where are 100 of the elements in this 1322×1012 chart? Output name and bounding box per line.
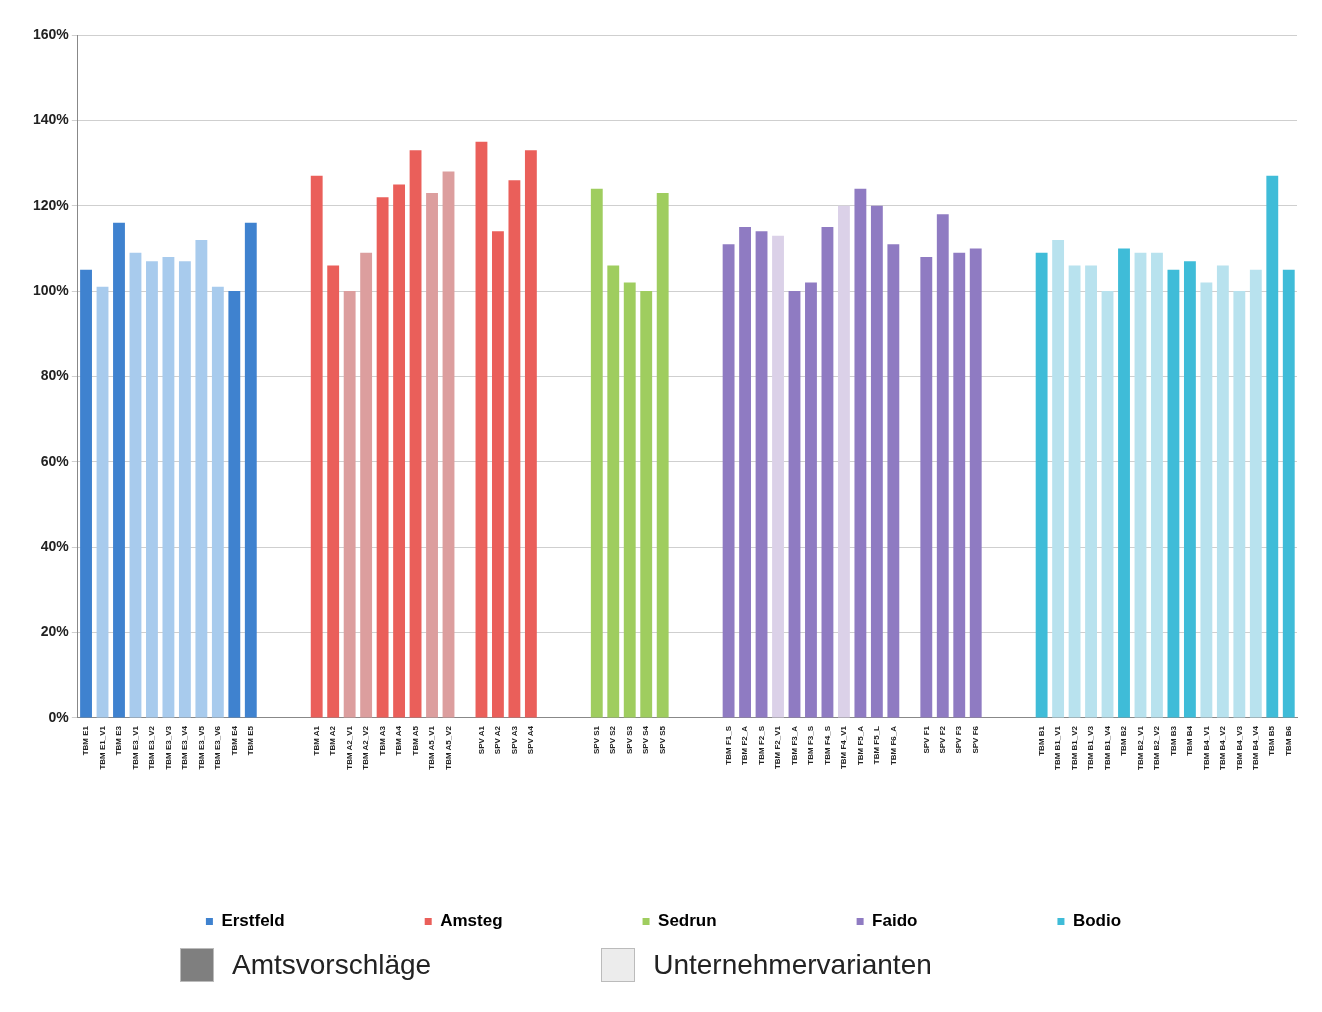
x-tick-label: TBM F2_V1 (773, 725, 783, 770)
x-tick-label: TBM A5_V1 (427, 725, 437, 770)
x-tick-label: TBM E1 (81, 725, 91, 756)
bar (113, 222, 125, 718)
x-tick-label: TBM A3 (377, 725, 387, 756)
x-tick-label: TBM F3_S (806, 725, 816, 765)
bar (821, 227, 834, 718)
x-tick-label: SPV S3 (624, 725, 634, 754)
bar (409, 150, 422, 718)
bar (129, 252, 142, 718)
x-tick-label: TBM E4 (229, 725, 239, 756)
bar (360, 252, 373, 718)
bar (1216, 265, 1229, 718)
x-tick-label: TBM F5_L (872, 725, 882, 765)
bar (426, 192, 438, 718)
bar (755, 231, 768, 718)
bar (228, 291, 241, 718)
bar (1249, 269, 1262, 718)
bar (96, 286, 109, 718)
legend-label: Bodio (1072, 911, 1122, 931)
x-tick-label: SPV S5 (657, 725, 667, 754)
bar (1134, 252, 1147, 718)
y-tick-label: 0% (48, 708, 70, 725)
x-tick-label: TBM A1 (311, 725, 321, 756)
x-tick-label: SPV S4 (641, 725, 651, 754)
x-tick-label: TBM B1 (1036, 725, 1046, 756)
x-tick-label: TBM E3_V3 (163, 725, 173, 770)
x-tick-label: TBM F2_S (756, 725, 766, 765)
y-tick-label: 60% (40, 452, 70, 469)
bar (492, 231, 504, 718)
bar (1183, 261, 1196, 718)
bar (1167, 269, 1180, 718)
bar (211, 286, 224, 718)
x-tick-label: TBM A5_V2 (443, 725, 453, 770)
legend-label: Erstfeld (221, 911, 285, 931)
x-tick-label: TBM B4_V4 (1251, 725, 1261, 770)
x-tick-label: TBM A2_V2 (361, 725, 371, 770)
x-tick-label: SPV A4 (526, 725, 536, 755)
x-tick-label: TBM B1_V2 (1069, 725, 1079, 770)
x-tick-label: SPV F3 (954, 725, 964, 754)
x-tick-label: SPV S1 (591, 725, 601, 754)
bar (162, 256, 175, 718)
x-tick-label: TBM A2 (328, 725, 338, 756)
x-tick-label: TBM E3_V2 (147, 725, 157, 770)
x-tick-label: TBM F5_A (855, 725, 865, 766)
x-tick-label: SPV A2 (493, 725, 503, 755)
bar (739, 227, 751, 718)
x-tick-label: TBM F2_A (740, 725, 750, 766)
x-tick-label: TBM B4 (1185, 725, 1195, 756)
y-tick-label: 160% (32, 25, 70, 42)
bar (936, 214, 949, 718)
legend-label: Sedrun (658, 911, 717, 931)
bar (1052, 239, 1065, 718)
bar (805, 282, 817, 718)
bar (590, 188, 603, 718)
bar (244, 222, 257, 718)
bar (607, 265, 620, 718)
x-tick-label: TBM B3 (1168, 725, 1178, 756)
bar (953, 252, 966, 718)
bar (524, 150, 537, 718)
bar (1282, 269, 1295, 718)
x-tick-label: TBM B5 (1267, 725, 1277, 756)
x-tick-label: TBM B1_V3 (1086, 725, 1096, 770)
x-tick-label: TBM B1_V4 (1102, 725, 1112, 770)
legend-label: Faido (872, 911, 918, 931)
bar (442, 171, 455, 718)
bar (788, 291, 801, 718)
x-tick-label: SPV S2 (608, 725, 618, 754)
text: Amtsvorschläge (232, 949, 432, 981)
x-tick-label: TBM B2 (1119, 725, 1129, 756)
bar (772, 235, 784, 718)
x-tick-label: TBM E3 (114, 725, 124, 756)
bar (310, 175, 323, 718)
bar (887, 244, 900, 718)
bar (195, 239, 208, 718)
x-tick-label: TBM B4_V3 (1234, 725, 1244, 770)
bar (1085, 265, 1097, 718)
x-tick-label: TBM F4_V1 (839, 725, 849, 770)
bar (969, 248, 982, 718)
x-tick-label: TBM E3_V1 (130, 725, 140, 770)
bar (1118, 248, 1130, 718)
x-tick-label: TBM B4_V2 (1218, 725, 1228, 770)
x-tick-label: TBM E1_V1 (97, 725, 107, 770)
x-tick-label: SPV F1 (921, 725, 931, 754)
bar (1233, 291, 1246, 718)
bar (146, 261, 158, 718)
bar (656, 192, 669, 718)
text: Unternehmervarianten (653, 949, 932, 981)
x-tick-label: TBM B2_V2 (1152, 725, 1162, 770)
x-tick-label: TBM F1_S (723, 725, 733, 765)
bar (178, 261, 191, 718)
bar (640, 291, 653, 718)
x-tick-label: TBM E3_V4 (180, 725, 190, 770)
bar (475, 141, 488, 718)
bar (1035, 252, 1048, 718)
bar (722, 244, 735, 718)
x-tick-label: TBM E3_V6 (213, 725, 223, 770)
x-tick-label: TBM E5 (246, 725, 255, 756)
bar (1200, 282, 1213, 718)
bar (1151, 252, 1163, 718)
